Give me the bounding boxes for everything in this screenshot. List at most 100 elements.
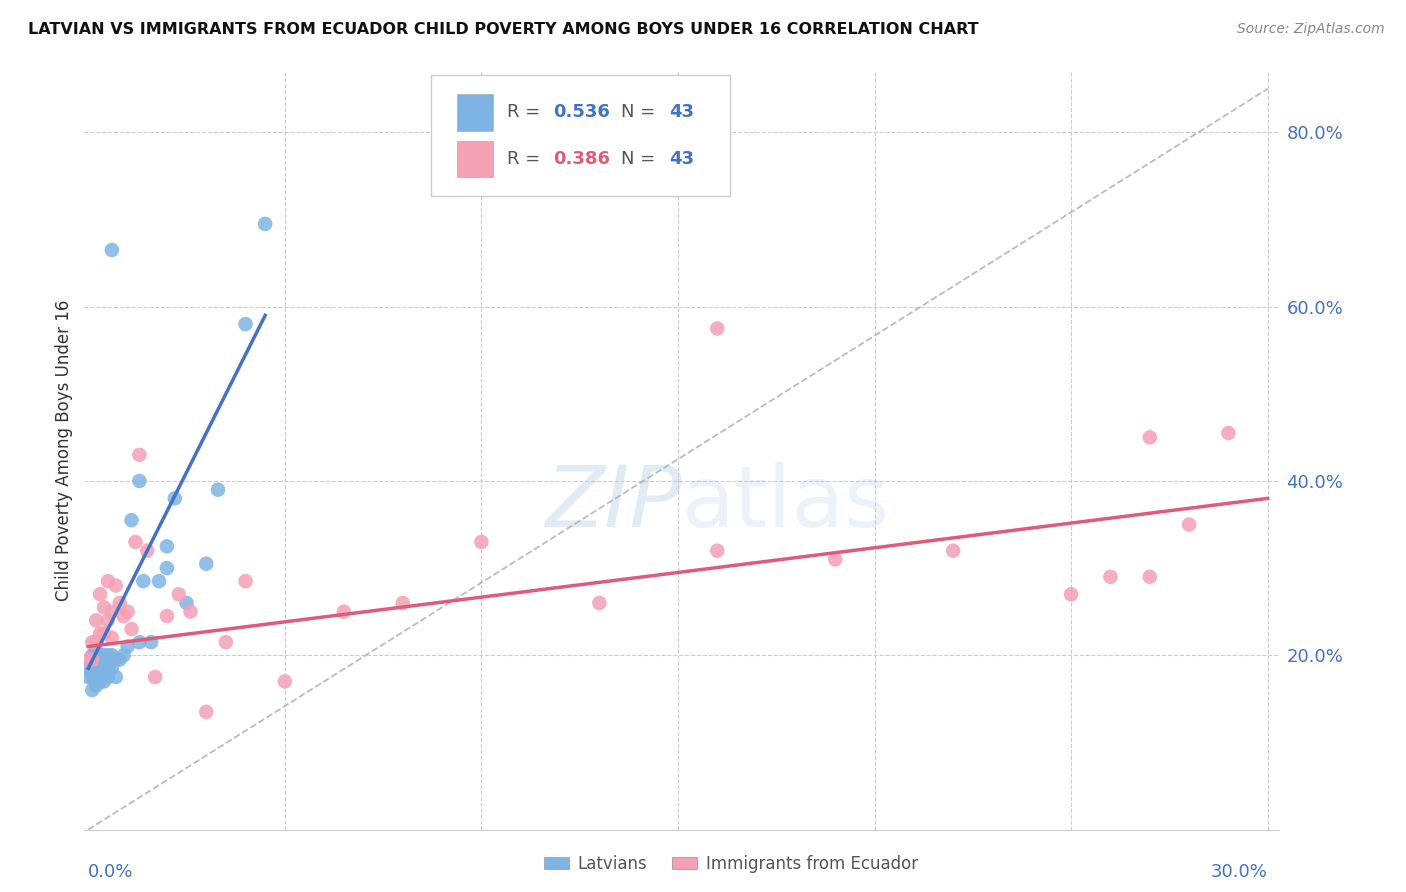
- Point: [156, 609, 179, 624]
- Text: ZIP: ZIP: [546, 462, 682, 545]
- Point: [179, 605, 201, 619]
- FancyBboxPatch shape: [432, 75, 730, 196]
- Point: [89, 648, 111, 663]
- Point: [84, 652, 107, 666]
- Point: [706, 321, 728, 335]
- Text: 0.536: 0.536: [553, 103, 610, 121]
- Point: [93, 600, 115, 615]
- Point: [588, 596, 610, 610]
- Point: [128, 474, 150, 488]
- Text: N =: N =: [621, 150, 661, 169]
- Point: [89, 626, 111, 640]
- Point: [1139, 430, 1161, 444]
- Point: [89, 665, 111, 680]
- Point: [77, 661, 100, 675]
- Point: [824, 552, 846, 566]
- Point: [235, 317, 257, 331]
- Point: [97, 648, 120, 663]
- Point: [254, 217, 277, 231]
- Point: [195, 557, 218, 571]
- Point: [156, 561, 179, 575]
- Point: [108, 652, 131, 666]
- Point: [84, 614, 107, 628]
- Point: [101, 631, 124, 645]
- Point: [104, 578, 127, 592]
- Point: [97, 670, 120, 684]
- Point: [141, 635, 163, 649]
- Point: [112, 648, 135, 663]
- Point: [391, 596, 413, 610]
- Y-axis label: Child Poverty Among Boys Under 16: Child Poverty Among Boys Under 16: [55, 300, 73, 601]
- Text: 30.0%: 30.0%: [1211, 863, 1268, 880]
- Point: [93, 626, 115, 640]
- Point: [1099, 570, 1122, 584]
- Point: [84, 635, 107, 649]
- Point: [77, 670, 100, 684]
- Point: [101, 648, 124, 663]
- Text: 0.0%: 0.0%: [89, 863, 134, 880]
- Point: [1218, 425, 1240, 440]
- Point: [195, 705, 218, 719]
- Text: R =: R =: [508, 103, 547, 121]
- Point: [82, 635, 104, 649]
- Point: [121, 622, 143, 636]
- Point: [93, 648, 115, 663]
- Text: atlas: atlas: [682, 462, 890, 545]
- Point: [143, 670, 166, 684]
- Point: [235, 574, 257, 589]
- Point: [124, 535, 146, 549]
- Point: [84, 670, 107, 684]
- Point: [77, 652, 100, 666]
- Point: [117, 640, 139, 654]
- Point: [84, 644, 107, 658]
- Text: 0.386: 0.386: [553, 150, 610, 169]
- Point: [112, 609, 135, 624]
- Point: [128, 635, 150, 649]
- Text: R =: R =: [508, 150, 547, 169]
- Point: [1139, 570, 1161, 584]
- Point: [1060, 587, 1083, 601]
- Bar: [457, 95, 494, 130]
- Text: 43: 43: [669, 103, 693, 121]
- Point: [84, 679, 107, 693]
- Point: [104, 652, 127, 666]
- Point: [97, 574, 120, 589]
- Point: [942, 543, 965, 558]
- Point: [215, 635, 238, 649]
- Point: [97, 661, 120, 675]
- Legend: Latvians, Immigrants from Ecuador: Latvians, Immigrants from Ecuador: [537, 848, 925, 880]
- Text: LATVIAN VS IMMIGRANTS FROM ECUADOR CHILD POVERTY AMONG BOYS UNDER 16 CORRELATION: LATVIAN VS IMMIGRANTS FROM ECUADOR CHILD…: [28, 22, 979, 37]
- Point: [132, 574, 155, 589]
- Point: [89, 674, 111, 689]
- Point: [333, 605, 356, 619]
- Text: 43: 43: [669, 150, 693, 169]
- Point: [156, 539, 179, 553]
- Text: N =: N =: [621, 103, 661, 121]
- Point: [108, 596, 131, 610]
- Point: [207, 483, 229, 497]
- Point: [84, 661, 107, 675]
- Point: [93, 674, 115, 689]
- Point: [101, 243, 124, 257]
- Point: [89, 657, 111, 671]
- Point: [121, 513, 143, 527]
- Point: [101, 605, 124, 619]
- Point: [82, 648, 104, 663]
- Point: [706, 543, 728, 558]
- Point: [136, 543, 159, 558]
- Point: [97, 614, 120, 628]
- Point: [176, 596, 198, 610]
- Bar: [457, 141, 494, 178]
- Point: [128, 448, 150, 462]
- Point: [148, 574, 170, 589]
- Point: [470, 535, 492, 549]
- Point: [117, 605, 139, 619]
- Point: [163, 491, 186, 506]
- Point: [274, 674, 297, 689]
- Point: [93, 661, 115, 675]
- Text: Source: ZipAtlas.com: Source: ZipAtlas.com: [1237, 22, 1385, 37]
- Point: [82, 670, 104, 684]
- Point: [82, 683, 104, 698]
- Point: [101, 661, 124, 675]
- Point: [104, 670, 127, 684]
